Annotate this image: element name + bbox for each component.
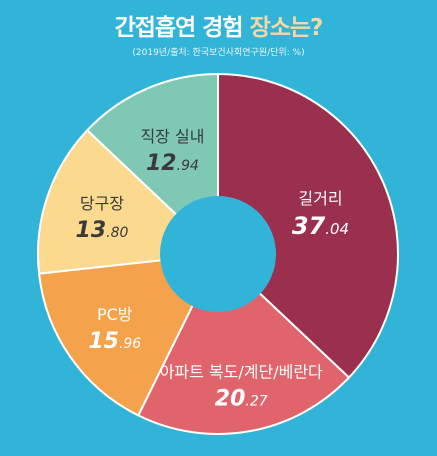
label-group: 길거리 37.04 아파트 복도/계단/베란다 20.27 PC방 15.96 당구장 13.… (76, 127, 350, 411)
slice-value-dec-3: .80 (106, 225, 128, 241)
slice-value-dec-0: .04 (325, 220, 349, 238)
slice-value-dec-4: .94 (177, 158, 199, 174)
title-part-1: 간접흡연 (114, 15, 197, 41)
slice-0 (217, 72, 399, 379)
slice-value-1: 20.27 (215, 386, 268, 411)
slice-label-2: PC방 (97, 305, 133, 324)
slice-label-3: 당구장 (80, 194, 124, 213)
title-part-3: 장소는? (249, 15, 324, 41)
chart-subtitle: (2019년/출처: 한국보건사회연구원/단위: %) (132, 48, 305, 58)
slice-label-1: 아파트 복도/계단/베란다 (160, 362, 323, 381)
slice-value-int-3: 13 (76, 218, 107, 243)
donut-hole (160, 196, 276, 312)
slice-group (37, 72, 399, 435)
slice-1 (136, 252, 351, 435)
chart-title: 간접흡연 경험 장소는? (0, 8, 437, 42)
slice-2 (37, 252, 220, 417)
slice-value-dec-2: .96 (119, 336, 141, 352)
slice-value-0: 37.04 (292, 212, 349, 240)
slice-value-int-2: 15 (88, 329, 119, 354)
title-part-2: 경험 (202, 15, 243, 41)
slice-value-4: 12.94 (146, 151, 199, 176)
slice-value-dec-1: .27 (245, 393, 267, 409)
slice-value-3: 13.80 (76, 218, 129, 243)
slice-label-0: 길거리 (298, 189, 342, 208)
slice-value-int-4: 12 (146, 151, 177, 176)
slice-value-int-0: 37 (292, 212, 326, 240)
slice-label-4: 직장 실내 (140, 127, 204, 146)
slice-value-int-1: 20 (215, 386, 246, 411)
slice-value-2: 15.96 (88, 329, 141, 354)
